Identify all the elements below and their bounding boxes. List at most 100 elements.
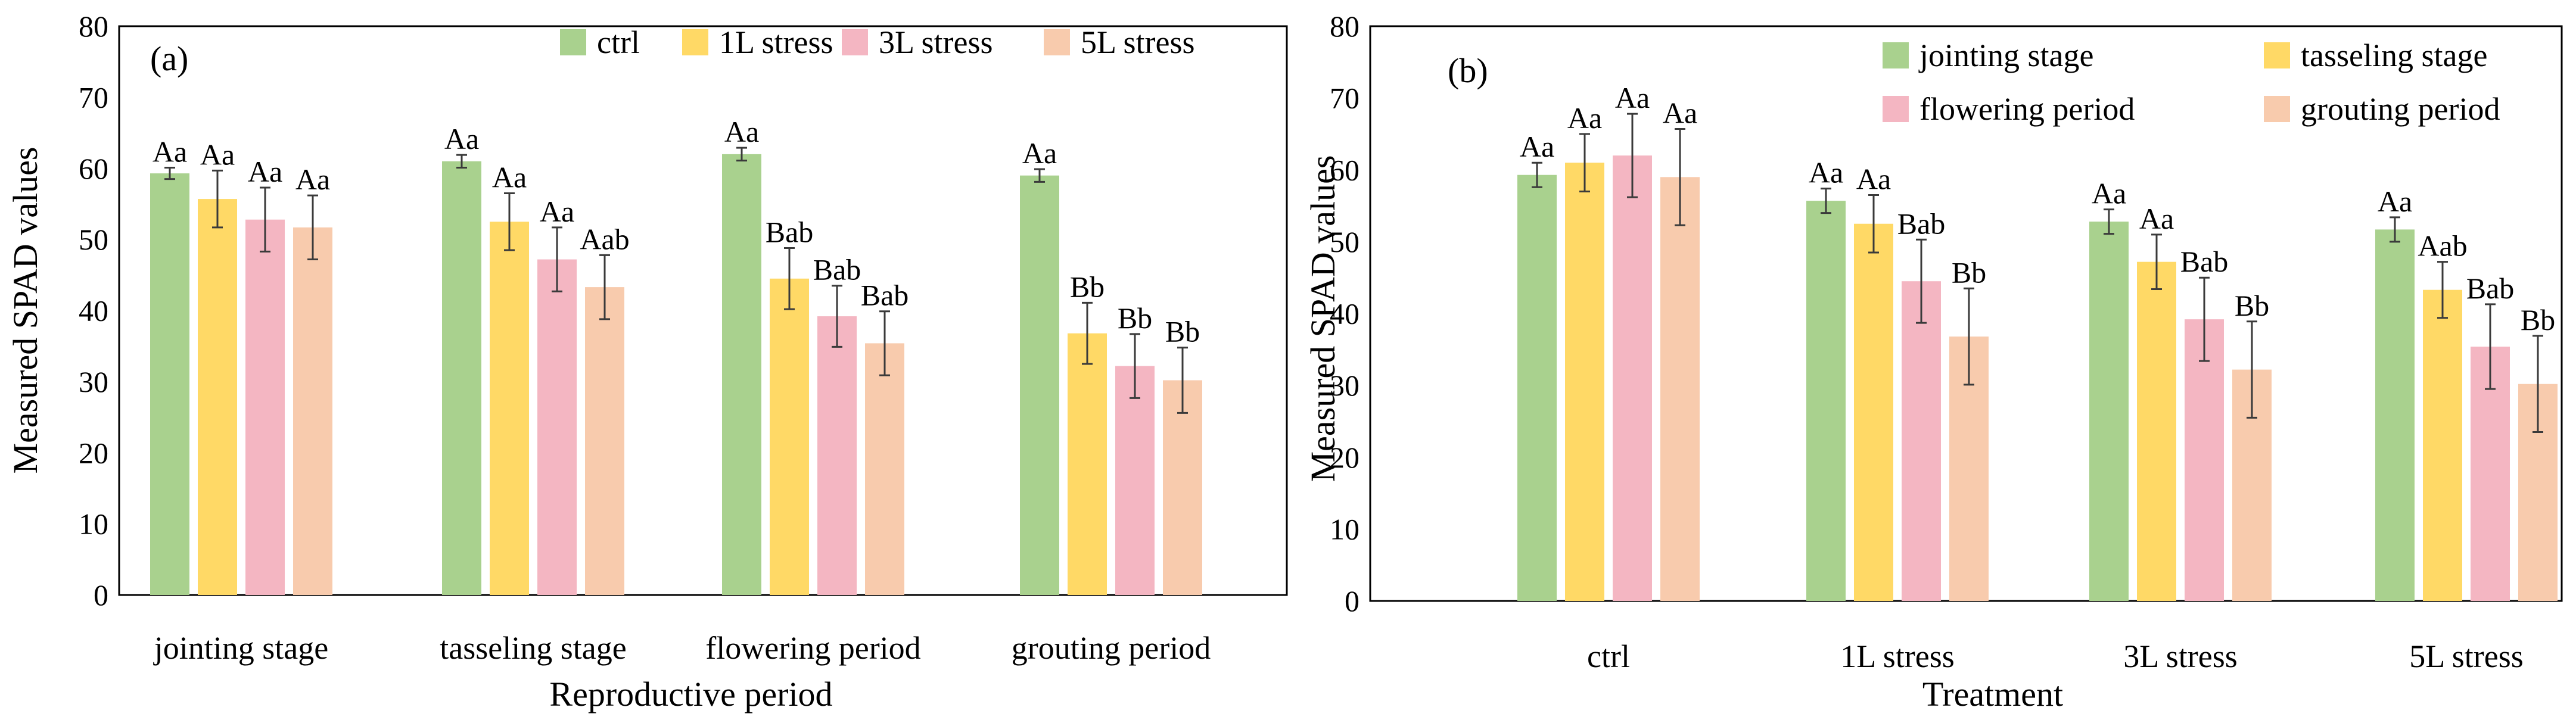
panel-a-legend-label: ctrl	[597, 24, 640, 60]
panel-a-bar	[1020, 175, 1059, 595]
panel-a-ytick-label: 80	[79, 10, 108, 43]
panel-a-bar	[150, 173, 189, 595]
panel-a-bar	[245, 219, 285, 595]
panel-a-bar	[442, 161, 481, 595]
panel-a-legend-swatch	[1044, 29, 1070, 55]
panel-a-category-label: flowering period	[705, 630, 920, 666]
panel-b-ytick-label: 80	[1330, 10, 1359, 43]
panel-b-ytick-label: 10	[1330, 512, 1359, 546]
panel-a-bar	[722, 154, 761, 595]
panel-a-significance-label: Aa	[153, 135, 187, 169]
panel-b-bar	[1613, 155, 1652, 601]
panel-a-bar	[537, 259, 577, 595]
panel-b-significance-label: Bab	[2180, 245, 2229, 278]
panel-b-bar	[1854, 223, 1893, 601]
panel-b-significance-label: Bab	[1897, 207, 1946, 240]
panel-a-xlabel: Reproductive period	[549, 675, 832, 713]
panel-b-significance-label: Aab	[2418, 229, 2467, 263]
panel-a-significance-label: Aa	[444, 122, 479, 155]
panel-b-ytick-label: 30	[1330, 369, 1359, 402]
panel-b-chart: (b) Measured SPAD values Treatment 0 10 20…	[1303, 10, 2563, 713]
panel-a-significance-label: Aa	[724, 115, 759, 148]
panel-b-bar	[1517, 175, 1557, 602]
panel-b-significance-label: Bb	[2521, 303, 2555, 336]
panel-b-bar	[1660, 177, 1700, 601]
panel-b-category-label: 5L stress	[2409, 638, 2523, 674]
panel-a-bar	[293, 227, 332, 595]
panel-b-bar	[2137, 261, 2176, 601]
panel-a-legend-label: 5L stress	[1081, 24, 1194, 60]
panel-b-bar	[2423, 289, 2462, 602]
panel-b-legend-swatch	[2264, 96, 2290, 122]
panel-a-significance-label: Bab	[861, 279, 909, 312]
panel-b-legend-swatch	[1883, 42, 1909, 68]
panel-a-bar	[770, 278, 809, 595]
panel-a-significance-label: Bab	[813, 253, 861, 286]
panel-a-category-label: tasseling stage	[440, 630, 626, 666]
panel-b-category-label: ctrl	[1587, 638, 1630, 674]
panel-a-ytick-label: 20	[79, 436, 108, 469]
panel-b-significance-label: Aa	[1809, 156, 1843, 189]
panel-a-ytick-label: 60	[79, 152, 108, 185]
panel-b-category-label: 3L stress	[2123, 638, 2237, 674]
panel-a-ytick-label: 70	[79, 80, 108, 114]
panel-a-significance-label: Bb	[1118, 301, 1152, 335]
panel-b-significance-label: Aa	[1856, 162, 1891, 195]
panel-b-bar	[1565, 163, 1604, 601]
panel-a-significance-label: Aa	[248, 155, 282, 188]
panel-b-legend-label: grouting period	[2301, 91, 2500, 127]
panel-b-significance-label: Aa	[1663, 96, 1697, 129]
panel-b-significance-label: Aa	[2092, 177, 2126, 210]
panel-a-bar	[585, 287, 624, 595]
panel-b-category-label: 1L stress	[1840, 638, 1954, 674]
panel-b-bar	[1902, 281, 1941, 601]
panel-b-significance-label: Aa	[2139, 202, 2174, 235]
panel-b-significance-label: Bb	[1952, 255, 1986, 289]
panel-a-significance-label: Aa	[492, 161, 527, 194]
panel-b-ylabel: Measured SPAD values	[1303, 155, 1342, 482]
panel-a-legend-label: 3L stress	[879, 24, 993, 60]
panel-b-legend-label: jointing stage	[1918, 38, 2093, 73]
panel-a-bar	[817, 316, 857, 595]
panel-a-ytick-label: 0	[94, 578, 108, 612]
panel-a-tag: (a)	[150, 39, 188, 78]
panel-a-bar	[1068, 333, 1107, 595]
panel-b-legend-label: flowering period	[1919, 91, 2135, 127]
panel-b-bar	[2185, 319, 2224, 601]
panel-b-significance-label: Bb	[2235, 289, 2269, 322]
panel-a-ytick-label: 10	[79, 507, 108, 541]
panel-b-significance-label: Aa	[1615, 81, 1650, 114]
panel-a-significance-label: Bb	[1070, 270, 1105, 303]
panel-b-significance-label: Bab	[2466, 272, 2515, 305]
panel-a-bar	[198, 199, 237, 595]
panel-a-bar	[490, 222, 529, 595]
panel-b-legend-label: tasseling stage	[2301, 38, 2487, 73]
panel-b-tag: (b)	[1448, 51, 1488, 90]
panel-a-significance-label: Aa	[1022, 136, 1057, 170]
panel-b-legend-swatch	[2264, 42, 2290, 68]
panel-a-chart: (a) Measured SPAD values Reproductive pe…	[6, 10, 1288, 713]
panel-b-legend-swatch	[1883, 96, 1909, 122]
panel-a-legend-swatch	[560, 29, 586, 55]
panel-b-bar	[1806, 201, 1846, 601]
panel-b-xlabel: Treatment	[1922, 675, 2063, 713]
panel-a-significance-label: Aa	[295, 163, 330, 196]
panel-b-bar	[2089, 222, 2129, 602]
panel-a-significance-label: Bab	[766, 215, 814, 248]
panel-a-ytick-label: 50	[79, 223, 108, 256]
panel-a-bar	[1163, 380, 1202, 595]
panel-a-significance-label: Aa	[540, 195, 574, 228]
panel-b-ytick-label: 60	[1330, 153, 1359, 186]
panel-b-ytick-label: 40	[1330, 297, 1359, 331]
panel-a-bar	[1115, 366, 1155, 595]
panel-a-category-label: grouting period	[1012, 630, 1211, 666]
panel-a-plot-frame	[118, 25, 1288, 596]
panel-a-significance-label: Bb	[1165, 315, 1200, 348]
panel-a-legend-label: 1L stress	[719, 24, 833, 60]
panel-b-significance-label: Aa	[1567, 101, 1602, 135]
panel-b-ytick-label: 0	[1345, 584, 1359, 618]
panel-b-ytick-label: 70	[1330, 82, 1359, 115]
panel-a-ylabel: Measured SPAD values	[6, 147, 45, 474]
panel-b-significance-label: Aa	[2378, 185, 2412, 218]
